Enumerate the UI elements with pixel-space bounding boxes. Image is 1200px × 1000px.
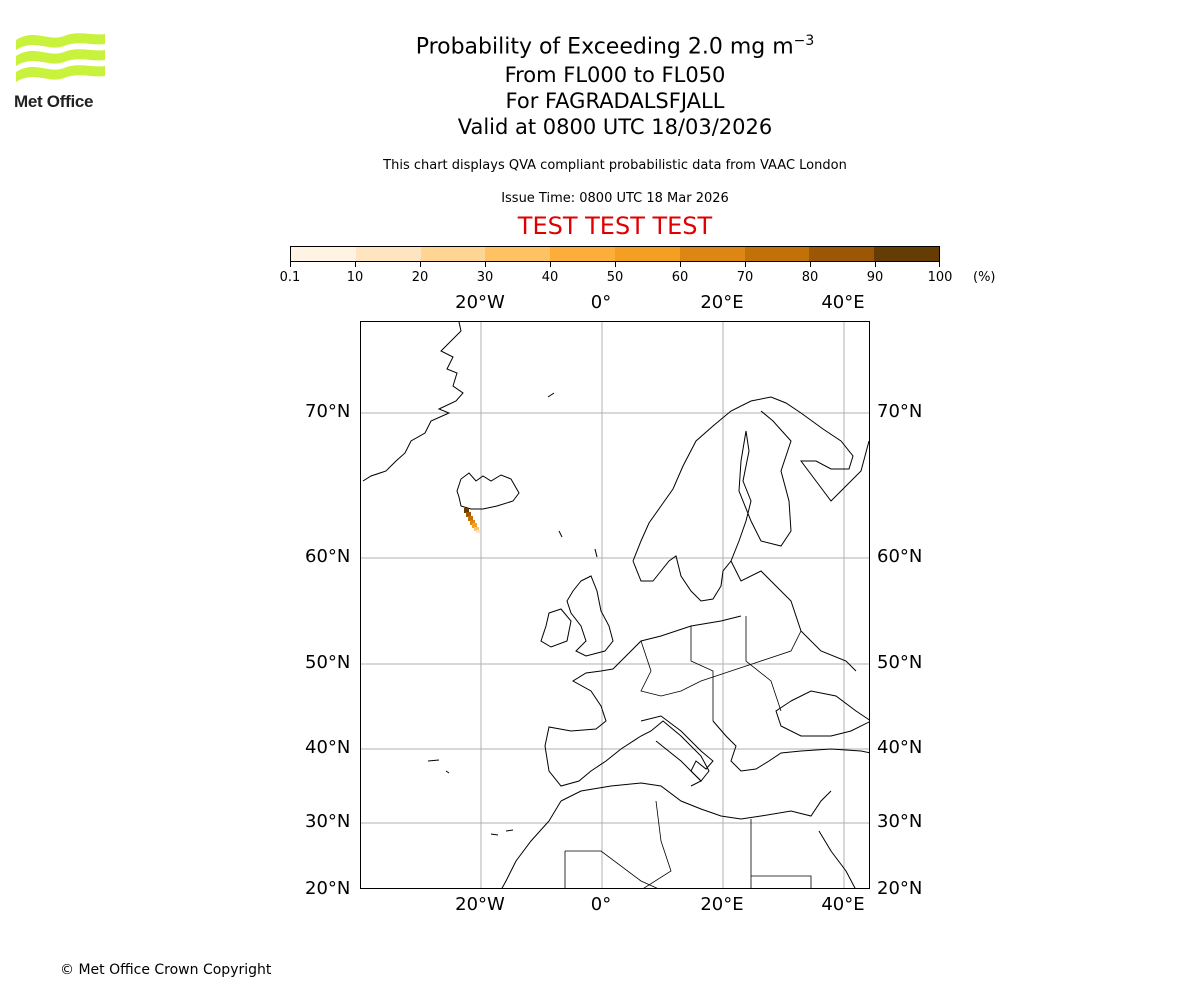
met-office-waves-icon (16, 33, 105, 82)
lat-label-left: 40°N (305, 737, 351, 758)
colorbar-tick-label: 100 (927, 270, 953, 285)
lon-label-top: 40°E (821, 292, 865, 313)
colorbar-tick-label: 30 (476, 270, 494, 285)
lon-label-bottom: 40°E (821, 894, 865, 915)
lat-label-left: 30°N (305, 811, 351, 832)
title-line-2: From FL000 to FL050 (504, 63, 726, 88)
colorbar-tick-label: 80 (801, 270, 819, 285)
lon-label-top: 20°E (700, 292, 744, 313)
logo-text: Met Office (14, 92, 94, 111)
lat-label-left: 60°N (305, 546, 351, 567)
coastlines (362, 322, 869, 888)
colorbar (290, 246, 940, 262)
lat-label-right: 70°N (877, 401, 923, 422)
lon-label-bottom: 20°W (455, 894, 505, 915)
probability-plume (464, 508, 480, 533)
lon-label-top: 20°W (455, 292, 505, 313)
subtitle: This chart displays QVA compliant probab… (383, 158, 847, 173)
lat-label-right: 20°N (877, 878, 923, 899)
title-line-3: For FAGRADALSFJALL (505, 89, 725, 114)
lon-label-bottom: 20°E (700, 894, 744, 915)
lon-label-bottom: 0° (590, 894, 612, 915)
colorbar-tick-label: 90 (866, 270, 884, 285)
chart-title: Probability of Exceeding 2.0 mg m−3 From… (300, 26, 930, 140)
test-banner: TEST TEST TEST (517, 212, 713, 240)
europe-map (361, 322, 869, 888)
lat-label-right: 40°N (877, 737, 923, 758)
issue-time: Issue Time: 0800 UTC 18 Mar 2026 (501, 191, 729, 206)
colorbar-unit: (%) (973, 270, 996, 285)
colorbar-tick-label: 70 (736, 270, 754, 285)
lat-label-left: 70°N (305, 401, 351, 422)
colorbar-tick-label: 0.1 (279, 270, 301, 285)
colorbar-tick-label: 40 (541, 270, 559, 285)
title-line-4: Valid at 0800 UTC 18/03/2026 (457, 115, 773, 140)
colorbar-tick-label: 60 (671, 270, 689, 285)
lat-label-right: 60°N (877, 546, 923, 567)
map-panel[interactable] (360, 321, 870, 889)
title-line-1: Probability of Exceeding 2.0 mg m−3 (415, 33, 815, 60)
lat-label-left: 50°N (305, 652, 351, 673)
colorbar-tick-label: 10 (346, 270, 364, 285)
colorbar-tick-label: 20 (411, 270, 429, 285)
lat-label-right: 50°N (877, 652, 923, 673)
colorbar-tick-label: 50 (606, 270, 624, 285)
gridlines (361, 322, 869, 888)
lat-label-left: 20°N (305, 878, 351, 899)
lon-label-top: 0° (590, 292, 612, 313)
copyright: © Met Office Crown Copyright (60, 962, 272, 978)
met-office-logo: Met Office (14, 30, 106, 112)
lat-label-right: 30°N (877, 811, 923, 832)
